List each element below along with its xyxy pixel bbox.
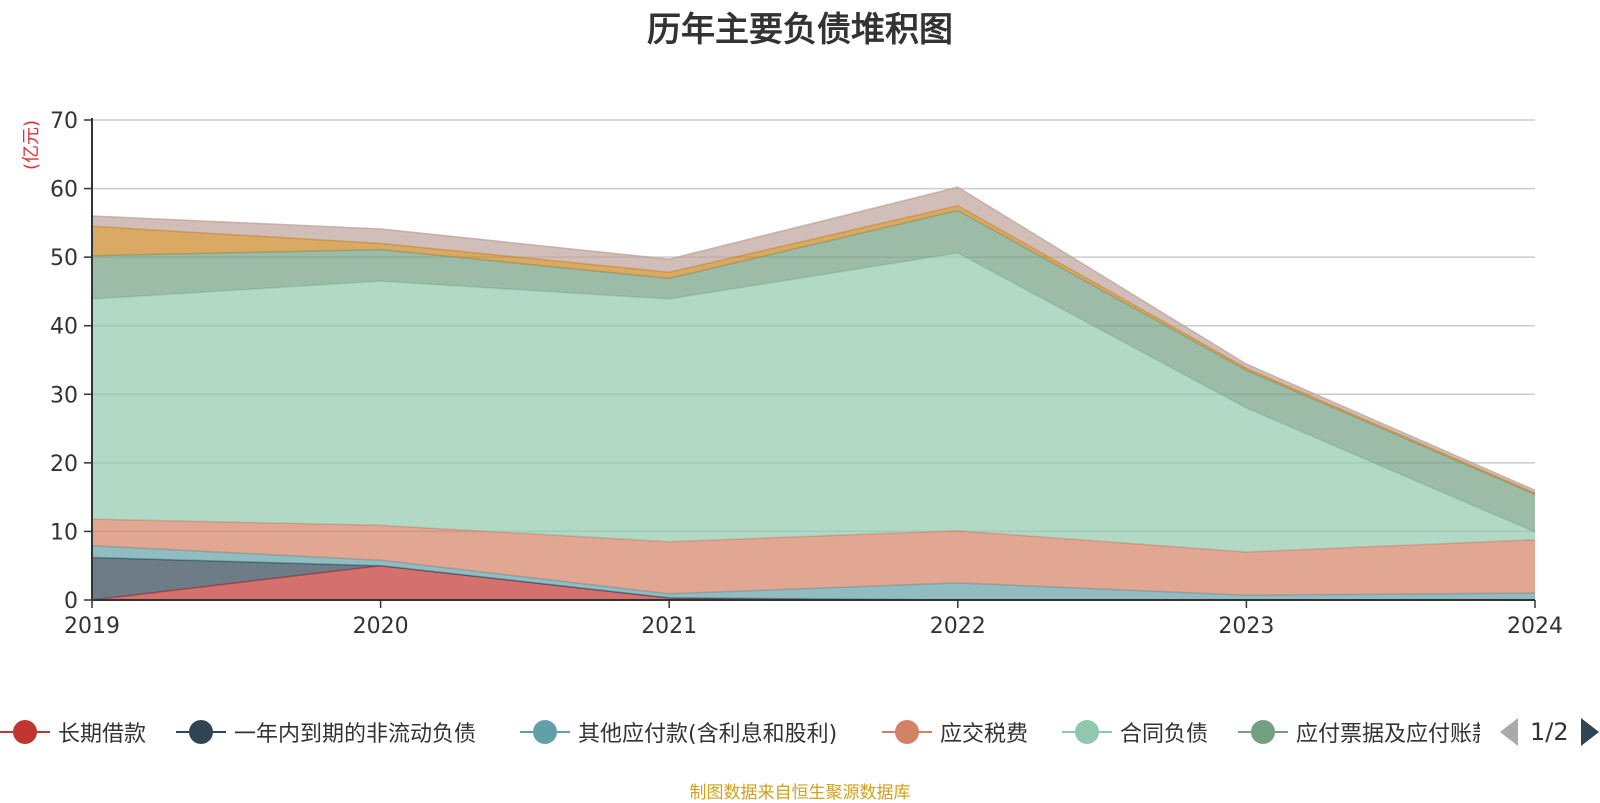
legend-marker-icon	[520, 712, 570, 752]
y-tick-label: 50	[50, 246, 78, 271]
legend-item-4[interactable]: 合同负债	[1062, 712, 1208, 752]
area-series-edge-7	[91, 186, 1536, 491]
legend-label: 合同负债	[1120, 722, 1209, 747]
legend-item-0[interactable]: 长期借款	[0, 712, 146, 752]
legend-marker-icon	[882, 712, 932, 752]
x-tick-label: 2022	[930, 614, 986, 639]
legend: 长期借款 一年内到期的非流动负债 其他应付款(含利息和股利) 应交税费 合同负债 应付票据…	[0, 712, 1600, 752]
legend-next-arrow-icon[interactable]	[1580, 718, 1599, 746]
y-tick-label: 60	[50, 178, 78, 203]
y-tick-label: 10	[50, 520, 78, 545]
source-note: 制图数据来自恒生聚源数据库	[689, 783, 911, 803]
legend-prev-arrow-icon[interactable]	[1500, 718, 1518, 746]
y-tick-label: 30	[50, 383, 78, 408]
area-series-3[interactable]	[92, 519, 1535, 596]
y-axis-unit: (亿元)	[21, 120, 42, 170]
chart-title: 历年主要负债堆积图	[647, 10, 953, 50]
y-tick-label: 0	[64, 589, 78, 614]
x-tick-label: 2019	[64, 614, 120, 639]
x-tick-label: 2021	[641, 614, 697, 639]
legend-marker-icon	[176, 712, 226, 752]
legend-label: 长期借款	[58, 722, 147, 747]
x-tick-label: 2023	[1218, 614, 1274, 639]
area-series	[91, 186, 1536, 601]
y-tick-label: 20	[50, 452, 78, 477]
legend-label: 应付票据及应付账款	[1296, 722, 1480, 747]
area-series-5[interactable]	[92, 210, 1535, 533]
legend-item-3[interactable]: 应交税费	[882, 712, 1028, 752]
x-tick-label: 2020	[353, 614, 409, 639]
axes: 0 10 20 30 40 50 60 70 2019 2020 2021 2022 2023 2024	[50, 109, 1563, 639]
legend-label: 一年内到期的非流动负债	[234, 722, 477, 747]
legend-item-2[interactable]: 其他应付款(含利息和股利)	[520, 712, 837, 752]
area-series-4[interactable]	[92, 253, 1535, 552]
legend-page-indicator: 1/2	[1530, 718, 1569, 746]
legend-item-1[interactable]: 一年内到期的非流动负债	[176, 712, 476, 752]
y-tick-label: 70	[50, 109, 78, 134]
legend-marker-icon	[1238, 712, 1288, 752]
legend-label: 应交税费	[940, 722, 1029, 747]
x-tick-label: 2024	[1507, 614, 1563, 639]
legend-label: 其他应付款(含利息和股利)	[578, 722, 838, 747]
legend-marker-icon	[0, 712, 50, 752]
legend-marker-icon	[1062, 712, 1112, 752]
legend-item-5[interactable]: 应付票据及应付账款	[1238, 712, 1480, 752]
y-tick-label: 40	[50, 315, 78, 340]
legend-pager: 1/2	[1500, 712, 1599, 752]
